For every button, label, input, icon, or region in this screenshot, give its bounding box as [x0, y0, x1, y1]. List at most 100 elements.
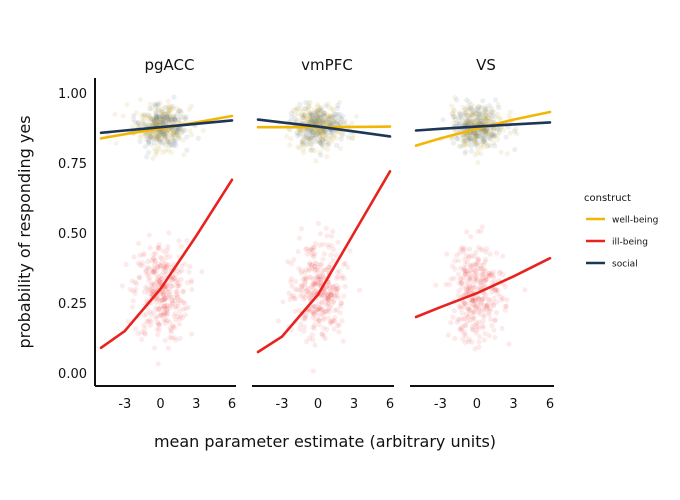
data-point	[157, 121, 163, 127]
data-point	[137, 274, 143, 280]
data-point	[307, 260, 313, 266]
data-point	[467, 136, 474, 142]
data-point	[158, 139, 164, 145]
data-point	[452, 335, 458, 341]
data-point	[496, 115, 502, 121]
data-point	[491, 132, 497, 138]
data-point	[473, 268, 479, 274]
data-point	[356, 287, 362, 293]
data-point	[305, 135, 311, 141]
data-point	[457, 325, 463, 332]
data-point	[468, 120, 474, 126]
data-point	[315, 267, 321, 273]
data-point	[339, 275, 345, 281]
data-point	[153, 108, 159, 114]
data-point	[487, 127, 493, 133]
data-point	[482, 112, 488, 118]
data-point	[478, 228, 484, 234]
data-point	[148, 133, 154, 139]
data-point	[150, 270, 156, 276]
data-point	[172, 126, 178, 133]
data-point	[473, 142, 480, 148]
data-point	[161, 117, 167, 123]
data-point	[323, 302, 329, 308]
data-point	[318, 141, 324, 147]
data-point	[316, 276, 322, 282]
data-point	[462, 300, 468, 306]
data-point	[314, 109, 320, 115]
data-point	[483, 127, 489, 133]
data-point	[470, 327, 476, 333]
data-point	[166, 294, 172, 300]
data-point	[168, 105, 174, 111]
data-point	[156, 322, 163, 328]
data-point	[157, 277, 163, 283]
data-point	[312, 289, 318, 295]
data-point	[335, 322, 341, 329]
data-point	[301, 115, 307, 121]
data-point	[475, 146, 481, 152]
data-point	[471, 262, 477, 268]
data-point	[318, 307, 325, 313]
data-point	[466, 246, 473, 252]
data-point	[336, 322, 342, 328]
data-point	[155, 133, 161, 139]
data-point	[145, 112, 151, 118]
data-point	[468, 148, 474, 154]
data-point	[477, 281, 484, 287]
data-point	[312, 148, 318, 154]
data-point	[478, 246, 484, 252]
data-point	[456, 121, 462, 127]
data-point	[484, 306, 490, 312]
data-point	[175, 303, 181, 309]
data-point	[314, 102, 320, 108]
data-point	[470, 132, 476, 138]
data-point	[308, 118, 314, 124]
data-point	[482, 282, 488, 288]
data-point	[171, 130, 177, 136]
data-point	[161, 135, 167, 141]
data-point	[475, 133, 481, 139]
data-point	[314, 108, 320, 114]
data-point	[491, 109, 497, 115]
data-point	[158, 111, 164, 117]
data-point	[147, 133, 153, 140]
data-point	[498, 293, 504, 300]
data-point	[493, 286, 499, 292]
data-point	[469, 286, 475, 292]
data-point	[300, 146, 306, 152]
data-point	[317, 119, 323, 125]
data-point	[310, 314, 316, 320]
data-point	[492, 334, 498, 340]
data-point	[141, 122, 148, 128]
data-point	[301, 328, 307, 334]
data-point	[476, 103, 482, 109]
data-point	[464, 132, 470, 139]
data-point	[467, 111, 474, 117]
data-point	[295, 131, 301, 137]
data-point	[166, 107, 172, 113]
data-point	[160, 109, 166, 115]
data-point	[323, 119, 329, 126]
data-point	[493, 310, 500, 316]
data-point	[299, 106, 305, 112]
data-point	[182, 127, 188, 133]
data-point	[452, 266, 458, 272]
data-point	[304, 137, 310, 144]
data-point	[326, 115, 332, 121]
data-point	[480, 115, 486, 121]
data-point	[491, 134, 497, 140]
data-point	[152, 146, 158, 152]
data-point	[175, 283, 181, 289]
data-point	[480, 138, 487, 144]
data-point	[318, 112, 324, 118]
data-point	[300, 316, 306, 322]
data-point	[483, 130, 489, 136]
data-point	[444, 251, 450, 257]
data-point	[161, 132, 167, 138]
data-point	[331, 326, 337, 332]
data-point	[164, 289, 170, 295]
data-point	[164, 306, 170, 312]
data-point	[315, 118, 321, 124]
data-point	[162, 304, 168, 310]
